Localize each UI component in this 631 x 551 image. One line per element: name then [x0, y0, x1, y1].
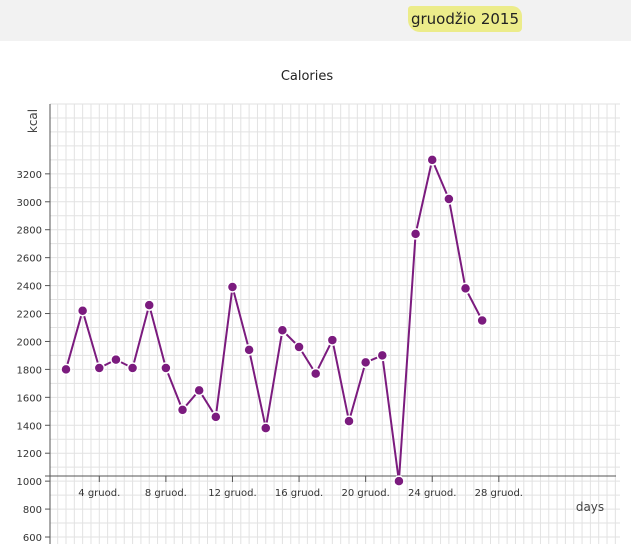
data-point — [160, 362, 172, 374]
data-point — [176, 404, 189, 416]
data-point — [426, 154, 438, 166]
calories-chart: Calories kcal days 600 800 1000 1200 1400 160… — [17, 69, 620, 544]
y-tick-label: 2200 — [17, 310, 42, 321]
data-point — [226, 281, 239, 293]
data-point — [459, 282, 472, 295]
x-tick-label: 24 gruod. — [408, 488, 456, 499]
y-tick-label: 2400 — [17, 282, 42, 293]
data-point — [276, 324, 289, 337]
chart-title: Calories — [281, 69, 334, 84]
calories-line — [65, 158, 484, 483]
data-point — [326, 334, 339, 346]
y-tick-label: 1000 — [17, 477, 42, 488]
x-tick-label: 28 gruod. — [475, 488, 523, 499]
y-tick-label: 2600 — [17, 254, 42, 265]
x-tick-label: 8 gruod. — [145, 488, 187, 499]
data-point — [376, 349, 389, 362]
data-point — [93, 362, 106, 374]
data-point — [60, 363, 72, 376]
data-point — [293, 341, 305, 353]
data-point — [476, 314, 488, 327]
data-point — [243, 344, 255, 356]
y-tick-label: 2800 — [17, 226, 42, 237]
y-tick-label: 1800 — [17, 365, 42, 376]
y-tick-label: 3200 — [17, 170, 42, 181]
y-axis-ticks: 600 800 1000 1200 1400 1600 1800 2000 2200 2400 26… — [17, 170, 50, 544]
data-point — [443, 193, 455, 205]
y-tick-label: 800 — [23, 505, 42, 516]
y-tick-label: 1600 — [17, 393, 42, 404]
y-tick-label: 1400 — [17, 421, 42, 432]
chart-grid — [50, 103, 620, 544]
top-bar: gruodžio 2015 — [0, 0, 631, 41]
data-point — [210, 411, 222, 423]
data-point — [409, 228, 422, 240]
calories-series — [60, 154, 488, 487]
x-tick-label: 16 gruod. — [275, 488, 323, 499]
data-point — [193, 384, 205, 397]
data-point — [309, 367, 322, 380]
data-point — [76, 304, 89, 317]
x-axis-ticks: 4 gruod. 8 gruod. 12 gruod. 16 gruod. 20 gru… — [78, 476, 523, 499]
data-point — [143, 299, 155, 311]
data-point — [343, 415, 355, 427]
x-tick-label: 20 gruod. — [341, 488, 389, 499]
y-axis-title: kcal — [26, 109, 40, 133]
y-tick-label: 600 — [23, 533, 42, 544]
month-label[interactable]: gruodžio 2015 — [408, 6, 522, 32]
data-point — [110, 353, 122, 366]
x-tick-label: 4 gruod. — [78, 488, 120, 499]
y-tick-label: 2000 — [17, 337, 42, 348]
data-point — [126, 362, 139, 374]
data-point — [260, 422, 272, 434]
x-axis-title: days — [576, 500, 604, 514]
data-point — [393, 475, 405, 487]
y-tick-label: 3000 — [17, 198, 42, 209]
y-tick-label: 1200 — [17, 449, 42, 460]
x-tick-label: 12 gruod. — [208, 488, 256, 499]
data-point — [359, 356, 372, 369]
